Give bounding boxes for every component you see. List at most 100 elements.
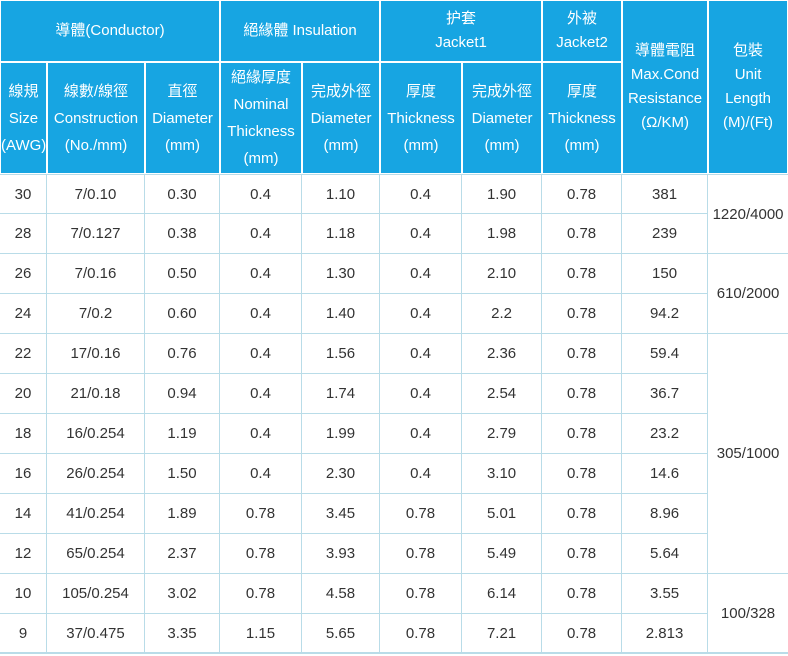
table-row: 30 7/0.10 0.30 0.4 1.10 0.4 1.90 0.78 381 1220/40…	[0, 174, 788, 254]
table-cell: 65/0.254	[47, 534, 145, 574]
table-cell: 2.36	[462, 334, 543, 374]
table-cell: 0.78	[542, 534, 623, 574]
table-cell: 21/0.18	[47, 374, 145, 414]
header-jacket1-diameter: 完成外徑 Diameter (mm)	[462, 62, 543, 174]
table-row: 28 7/0.127 0.38 0.4 1.18 0.4 1.98 0.78 239	[0, 214, 788, 254]
header-size-awg: 線規 Size (AWG)	[0, 62, 47, 174]
table-cell: 1.10	[302, 174, 381, 214]
table-cell: 0.4	[220, 334, 303, 374]
size-awg-cell: 30	[0, 174, 47, 214]
table-cell: 0.50	[145, 254, 221, 294]
table-cell: 2.30	[302, 454, 381, 494]
table-cell: 0.78	[542, 294, 623, 334]
size-awg-cell: 18	[0, 414, 47, 454]
table-cell: 94.2	[622, 294, 709, 334]
table-row: 10 105/0.254 3.02 0.78 4.58 0.78 6.14 0.78 3.55 1…	[0, 574, 788, 654]
table-row: 12 65/0.254 2.37 0.78 3.93 0.78 5.49 0.78 5.64	[0, 534, 788, 574]
header-group-conductor: 導體(Conductor)	[0, 0, 221, 62]
table-cell: 0.78	[380, 574, 463, 614]
table-cell: 8.96	[622, 494, 709, 534]
table-cell: 0.4	[380, 374, 463, 414]
table-cell: 0.78	[380, 614, 463, 654]
table-cell: 36.7	[622, 374, 709, 414]
table-cell: 0.78	[380, 534, 463, 574]
table-row: 18 16/0.254 1.19 0.4 1.99 0.4 2.79 0.78 23.2	[0, 414, 788, 454]
table-cell: 41/0.254	[47, 494, 145, 534]
table-cell: 7/0.10	[47, 174, 145, 214]
table-cell: 0.4	[380, 334, 463, 374]
table-row: 22 17/0.16 0.76 0.4 1.56 0.4 2.36 0.78 59.4 305/1…	[0, 334, 788, 574]
table-cell: 14.6	[622, 454, 709, 494]
table-cell: 0.78	[220, 574, 303, 614]
table-cell: 59.4	[622, 334, 709, 374]
table-cell: 0.78	[542, 414, 623, 454]
table-cell: 0.4	[380, 294, 463, 334]
table-cell: 0.4	[220, 174, 303, 214]
table-cell: 0.78	[542, 374, 623, 414]
table-cell: 7/0.2	[47, 294, 145, 334]
table-cell: 3.55	[622, 574, 709, 614]
table-cell: 381	[622, 174, 709, 214]
table-cell: 0.76	[145, 334, 221, 374]
table-cell: 2.2	[462, 294, 543, 334]
table-cell: 6.14	[462, 574, 543, 614]
table-cell: 0.4	[220, 374, 303, 414]
table-header: 導體(Conductor) 絕緣體 Insulation 护套 Jacket1 …	[0, 0, 788, 174]
table-cell: 7/0.16	[47, 254, 145, 294]
table-cell: 239	[622, 214, 709, 254]
table-cell: 0.78	[542, 454, 623, 494]
table-cell: 0.78	[220, 534, 303, 574]
table-cell: 0.78	[542, 174, 623, 214]
table-cell: 2.37	[145, 534, 221, 574]
table-cell: 3.93	[302, 534, 381, 574]
header-resistance: 導體電阻 Max.Cond Resistance (Ω/KM)	[622, 0, 709, 174]
table-cell: 4.58	[302, 574, 381, 614]
table-cell: 37/0.475	[47, 614, 145, 654]
table-cell: 1.99	[302, 414, 381, 454]
table-cell: 0.4	[220, 454, 303, 494]
header-insulation-thickness: 絕緣厚度 Nominal Thickness (mm)	[220, 62, 303, 174]
header-group-jacket1: 护套 Jacket1	[380, 0, 543, 62]
table-cell: 105/0.254	[47, 574, 145, 614]
size-awg-cell: 14	[0, 494, 47, 534]
table-cell: 1.18	[302, 214, 381, 254]
header-jacket1-thickness: 厚度 Thickness (mm)	[380, 62, 463, 174]
size-awg-cell: 24	[0, 294, 47, 334]
table-cell: 0.4	[220, 214, 303, 254]
table-cell: 0.30	[145, 174, 221, 214]
size-awg-cell: 9	[0, 614, 47, 654]
table-cell: 2.54	[462, 374, 543, 414]
table-row: 14 41/0.254 1.89 0.78 3.45 0.78 5.01 0.78 8.96	[0, 494, 788, 534]
header-unit-length: 包裝 Unit Length (M)/(Ft)	[708, 0, 788, 174]
table-body: 30 7/0.10 0.30 0.4 1.10 0.4 1.90 0.78 381 1220/40…	[0, 174, 788, 654]
table-cell: 1.74	[302, 374, 381, 414]
table-cell: 16/0.254	[47, 414, 145, 454]
table-cell: 0.78	[542, 494, 623, 534]
table-cell: 5.01	[462, 494, 543, 534]
size-awg-cell: 22	[0, 334, 47, 374]
table-cell: 2.79	[462, 414, 543, 454]
table-cell: 0.78	[542, 214, 623, 254]
table-cell: 1.98	[462, 214, 543, 254]
table-cell: 5.49	[462, 534, 543, 574]
table-cell: 1.56	[302, 334, 381, 374]
table-cell: 1.50	[145, 454, 221, 494]
unit-length-cell: 100/328	[708, 574, 788, 654]
table-cell: 0.4	[220, 414, 303, 454]
table-row: 24 7/0.2 0.60 0.4 1.40 0.4 2.2 0.78 94.2	[0, 294, 788, 334]
table-cell: 0.4	[220, 254, 303, 294]
table-cell: 1.40	[302, 294, 381, 334]
table-cell: 0.94	[145, 374, 221, 414]
table-cell: 3.02	[145, 574, 221, 614]
size-awg-cell: 28	[0, 214, 47, 254]
table-cell: 26/0.254	[47, 454, 145, 494]
header-insulation-diameter: 完成外徑 Diameter (mm)	[302, 62, 381, 174]
table-row: 9 37/0.475 3.35 1.15 5.65 0.78 7.21 0.78 2.813	[0, 614, 788, 654]
table-cell: 3.35	[145, 614, 221, 654]
header-conductor-diameter: 直徑 Diameter (mm)	[145, 62, 221, 174]
table-cell: 5.65	[302, 614, 381, 654]
table-cell: 1.15	[220, 614, 303, 654]
table-cell: 2.813	[622, 614, 709, 654]
table-cell: 150	[622, 254, 709, 294]
